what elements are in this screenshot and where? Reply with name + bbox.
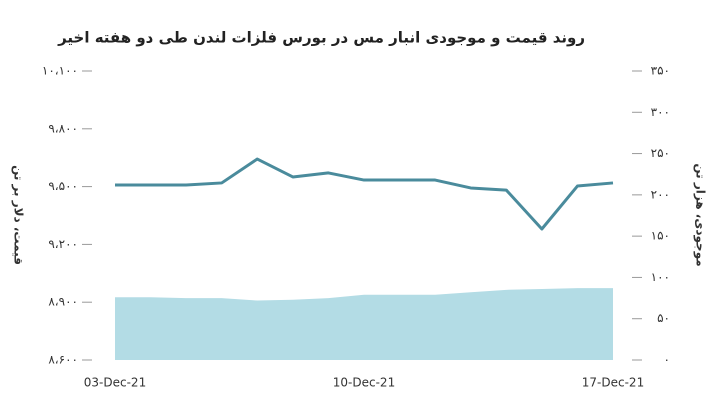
y2-tick-label: ۵۰: [657, 311, 670, 325]
y-tick-label: ۸،۶۰۰: [48, 353, 78, 367]
x-tick-label: 17-Dec-21: [582, 376, 644, 390]
y-tick-label: ۹،۵۰۰: [48, 179, 78, 193]
chart-title: روند قیمت و موجودی انبار مس در بورس فلزا…: [57, 29, 585, 47]
y2-tick-label: ۲۵۰: [651, 146, 670, 160]
y2-axis-title: موجودی، هزار تن: [693, 163, 708, 266]
y2-tick-label: ۳۵۰: [651, 64, 670, 78]
y-tick-label: ۸،۹۰۰: [48, 295, 78, 309]
x-tick-label: 10-Dec-21: [333, 376, 395, 390]
line: [115, 157, 614, 231]
x-tick-label: 03-Dec-21: [84, 376, 146, 390]
y2-tick-label: ۱۰۰: [651, 270, 670, 284]
y-tick-label: ۹،۸۰۰: [48, 121, 78, 135]
y2-tick-label: ۱۵۰: [651, 229, 670, 243]
area: [115, 288, 613, 360]
y-tick-label: ۹،۲۰۰: [48, 237, 78, 251]
y-axis-title: قیمت، دلار بر تن: [12, 165, 26, 265]
y2-tick-label: ۲۰۰: [651, 187, 670, 201]
y-tick-label: ۱۰،۱۰۰: [42, 64, 78, 78]
y2-tick-label: ۰: [664, 353, 670, 367]
y2-tick-label: ۳۰۰: [651, 105, 670, 119]
